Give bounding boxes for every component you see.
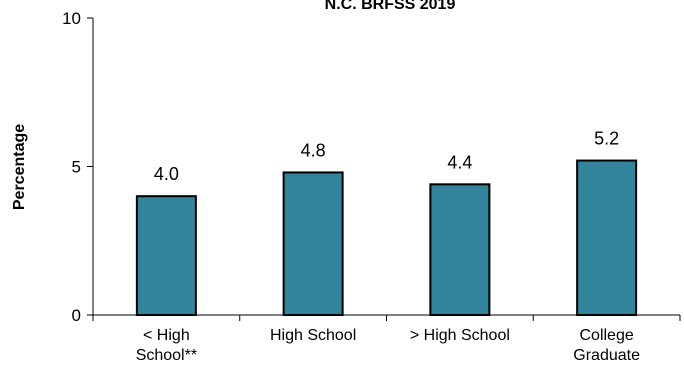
x-tick-label-line: High School xyxy=(270,327,356,344)
x-tick-label: > High School xyxy=(410,327,510,344)
data-label: 5.2 xyxy=(594,129,619,149)
x-tick-label-line: > High School xyxy=(410,327,510,344)
data-label: 4.4 xyxy=(447,152,472,172)
x-axis-categories: < High School** High School > High School Co… xyxy=(136,327,640,364)
x-tick-label-line: College xyxy=(579,327,633,344)
data-label: 4.0 xyxy=(154,164,179,184)
bar xyxy=(577,161,636,315)
data-label: 4.8 xyxy=(301,140,326,160)
x-tick-label-line: < High xyxy=(143,327,190,344)
x-tick-label-line: Graduate xyxy=(573,347,640,364)
y-axis-label-layer: Percentage xyxy=(11,124,28,210)
bar xyxy=(284,172,343,315)
x-tick-label: < High School** xyxy=(136,327,197,364)
y-tick-label: 5 xyxy=(72,158,81,177)
y-tick-label: 0 xyxy=(72,306,81,325)
x-tick-label-line: School** xyxy=(136,347,197,364)
y-axis-label: Percentage xyxy=(11,124,28,210)
chart-title: N.C. BRFSS 2019 xyxy=(325,0,456,13)
y-tick-label: 10 xyxy=(62,9,81,28)
title-layer: N.C. BRFSS 2019 xyxy=(325,0,456,13)
bar xyxy=(430,184,489,315)
bars xyxy=(137,161,636,315)
bar xyxy=(137,196,196,315)
x-tick-label: High School xyxy=(270,327,356,344)
x-tick-label: College Graduate xyxy=(573,327,640,364)
value-labels: 4.0 4.8 4.4 5.2 xyxy=(154,129,619,185)
